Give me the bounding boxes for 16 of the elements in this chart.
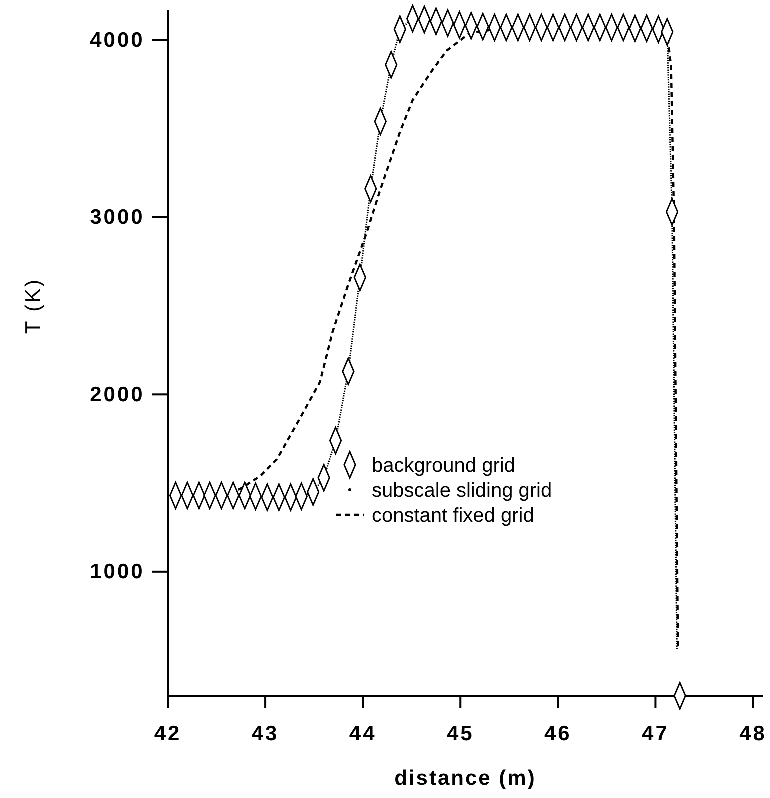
x-tick-label: 42 — [154, 722, 182, 746]
y-tick-label: 1000 — [90, 560, 145, 584]
x-tick-label: 44 — [349, 722, 377, 746]
x-tick-label: 46 — [544, 722, 572, 746]
x-tick-label: 43 — [252, 722, 280, 746]
legend-label: constant fixed grid — [372, 505, 534, 527]
y-tick-label: 2000 — [90, 383, 145, 406]
x-tick-label: 47 — [642, 722, 670, 746]
x-tick-label: 48 — [740, 722, 767, 746]
x-tick-label: 45 — [446, 722, 474, 746]
legend-label: background grid — [372, 455, 516, 477]
y-tick-label: 3000 — [90, 206, 145, 230]
legend-label: subscale sliding grid — [372, 480, 552, 502]
x-axis-title: distance (m) — [394, 767, 536, 790]
y-axis-title: T (K) — [22, 278, 45, 334]
y-tick-label: 4000 — [90, 28, 145, 52]
